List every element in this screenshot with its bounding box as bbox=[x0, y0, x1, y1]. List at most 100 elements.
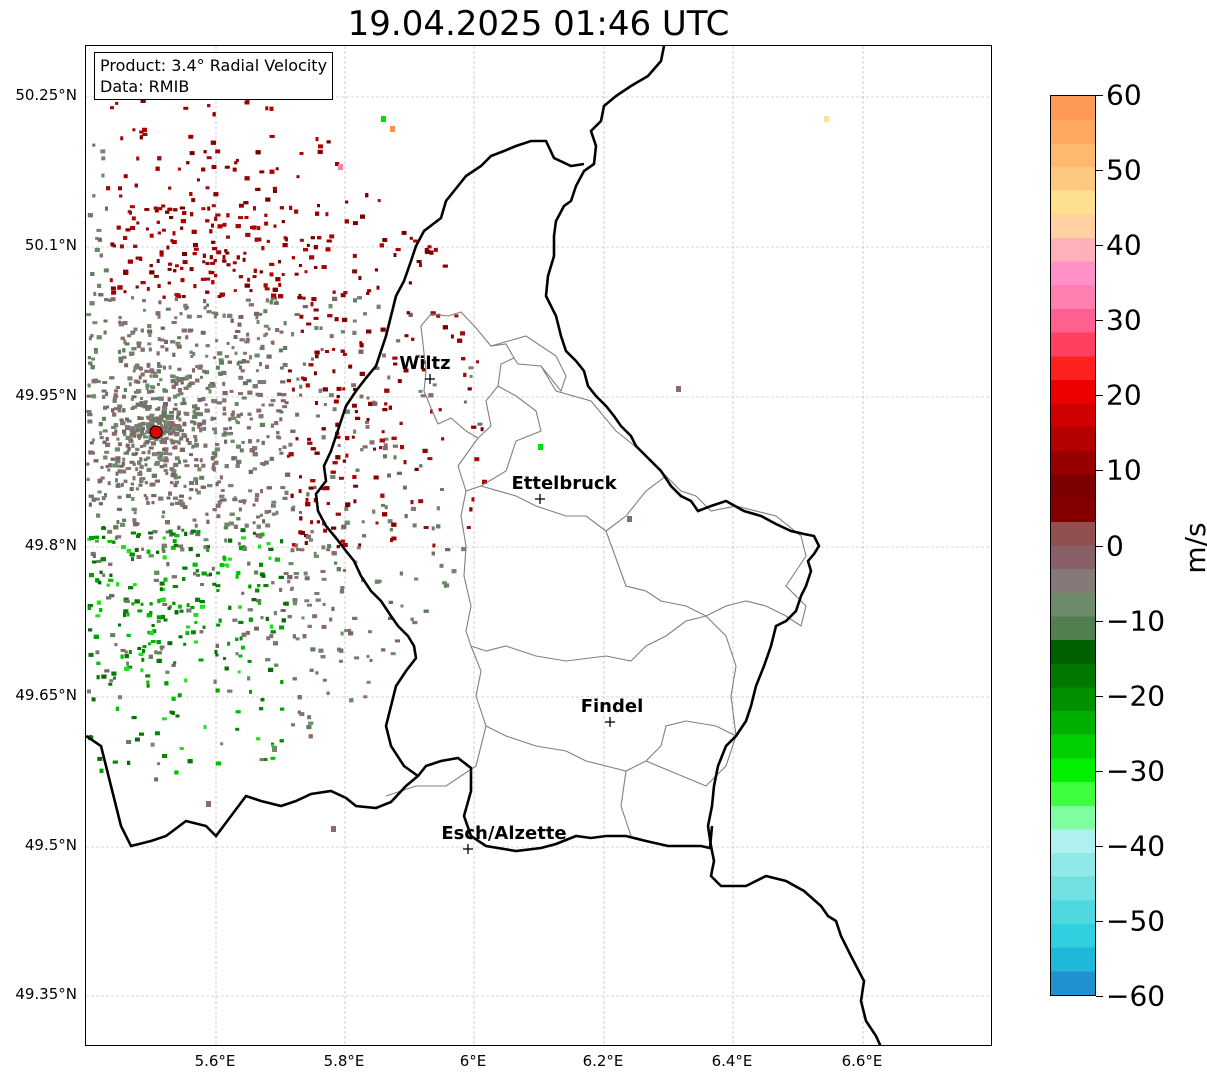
radar-echo-pixel bbox=[167, 606, 171, 610]
radar-echo-pixel bbox=[198, 364, 203, 368]
radar-echo-pixel bbox=[101, 674, 107, 679]
radar-echo-pixel bbox=[352, 475, 357, 479]
radar-echo-pixel bbox=[240, 369, 245, 373]
radar-echo-pixel bbox=[121, 469, 127, 474]
radar-echo-pixel bbox=[99, 253, 103, 258]
radar-echo-pixel bbox=[147, 425, 153, 430]
radar-echo-pixel bbox=[226, 235, 230, 239]
radar-echo-pixel bbox=[214, 274, 218, 278]
radar-echo-pixel bbox=[173, 462, 179, 467]
radar-echo-pixel bbox=[120, 648, 126, 652]
radar-echo-pixel bbox=[192, 562, 198, 567]
radar-echo-pixel bbox=[461, 357, 466, 361]
radar-map[interactable]: Wiltz Ettelbruck Findel Esch/Alzette bbox=[85, 45, 992, 1046]
velocity-colorbar bbox=[1050, 95, 1096, 996]
radar-echo-pixel bbox=[310, 447, 316, 451]
radar-echo-pixel bbox=[297, 695, 302, 700]
radar-echo-pixel bbox=[206, 548, 210, 552]
radar-echo-pixel bbox=[86, 462, 90, 466]
radar-echo-pixel bbox=[195, 480, 199, 485]
radar-echo-pixel bbox=[302, 296, 306, 300]
radar-echo-pixel bbox=[170, 441, 175, 445]
radar-echo-pixel bbox=[97, 490, 102, 494]
radar-echo-pixel bbox=[302, 634, 307, 639]
radar-echo-pixel bbox=[274, 663, 279, 667]
radar-echo-pixel bbox=[226, 564, 230, 568]
radar-echo-pixel bbox=[356, 546, 361, 550]
radar-echo-pixel bbox=[203, 538, 209, 542]
radar-echo-pixel bbox=[195, 343, 199, 347]
radar-echo-pixel bbox=[181, 295, 186, 298]
radar-echo-pixel bbox=[116, 437, 120, 441]
radar-echo-pixel bbox=[399, 421, 403, 425]
radar-echo-pixel bbox=[140, 397, 143, 400]
radar-echo-pixel bbox=[158, 300, 162, 305]
radar-echo-pixel bbox=[227, 313, 233, 318]
radar-echo-pixel bbox=[139, 401, 144, 406]
radar-echo-pixel bbox=[265, 106, 269, 111]
radar-echo-pixel bbox=[123, 236, 128, 240]
radar-echo-pixel bbox=[162, 425, 168, 429]
radar-echo-pixel bbox=[241, 441, 245, 444]
radar-echo-pixel bbox=[194, 407, 200, 411]
radar-echo-pixel bbox=[156, 651, 162, 655]
radar-echo-pixel bbox=[253, 268, 257, 273]
radar-echo-pixel bbox=[231, 416, 237, 420]
radar-echo-pixel bbox=[227, 360, 232, 364]
radar-echo-pixel bbox=[177, 388, 182, 392]
radar-echo-pixel bbox=[211, 204, 216, 208]
radar-echo-pixel bbox=[146, 467, 152, 472]
radar-echo-pixel bbox=[304, 270, 308, 274]
radar-echo-pixel bbox=[182, 505, 188, 510]
radar-echo-pixel bbox=[327, 544, 332, 549]
radar-echo-pixel bbox=[228, 605, 232, 610]
radar-echo-pixel bbox=[268, 667, 274, 672]
radar-echo-pixel bbox=[229, 426, 232, 430]
radar-echo-pixel bbox=[218, 358, 224, 362]
radar-echo-pixel bbox=[212, 582, 217, 586]
radar-echo-pixel bbox=[199, 429, 203, 433]
radar-echo-pixel bbox=[140, 445, 144, 448]
radar-echo-pixel bbox=[159, 587, 163, 592]
radar-echo-pixel bbox=[334, 317, 339, 322]
radar-echo-pixel bbox=[252, 531, 256, 535]
radar-echo-pixel bbox=[217, 224, 223, 229]
radar-echo-pixel bbox=[353, 499, 357, 504]
radar-echo-pixel bbox=[254, 353, 260, 358]
radar-echo-pixel bbox=[433, 247, 438, 252]
radar-echo-pixel bbox=[171, 384, 176, 389]
radar-echo-pixel bbox=[163, 618, 168, 622]
radar-echo-pixel bbox=[275, 277, 281, 282]
radar-echo-pixel bbox=[149, 264, 153, 268]
radar-echo-pixel bbox=[128, 650, 132, 654]
radar-echo-pixel bbox=[164, 421, 170, 425]
radar-echo-pixel bbox=[162, 429, 167, 434]
radar-echo-pixel bbox=[235, 158, 239, 162]
radar-echo-pixel bbox=[192, 518, 197, 522]
radar-echo-pixel bbox=[235, 637, 239, 641]
radar-echo-pixel bbox=[194, 404, 198, 408]
radar-echo-pixel bbox=[267, 327, 271, 331]
radar-echo-pixel bbox=[249, 355, 252, 360]
radar-echo-pixel bbox=[120, 136, 124, 141]
radar-echo-pixel bbox=[127, 259, 133, 264]
radar-echo-pixel bbox=[249, 289, 253, 293]
radar-echo-pixel bbox=[246, 379, 252, 383]
radar-echo-pixel bbox=[315, 211, 320, 216]
radar-echo-pixel bbox=[476, 360, 479, 364]
radar-echo-pixel bbox=[372, 401, 378, 406]
radar-echo-pixel bbox=[175, 341, 181, 346]
radar-echo-pixel bbox=[225, 251, 230, 255]
radar-echo-pixel bbox=[298, 489, 302, 494]
radar-echo-pixel bbox=[137, 460, 142, 465]
radar-echo-pixel bbox=[190, 381, 195, 385]
radar-echo-pixel bbox=[177, 440, 181, 445]
radar-echo-pixel bbox=[335, 455, 341, 460]
radar-echo-pixel bbox=[260, 532, 265, 537]
radar-echo-pixel bbox=[274, 421, 279, 425]
radar-echo-pixel bbox=[162, 549, 166, 553]
radar-echo-pixel bbox=[244, 100, 250, 105]
radar-echo-pixel bbox=[91, 697, 96, 702]
radar-echo-pixel bbox=[374, 366, 380, 370]
lon-label: 5.8°E bbox=[323, 1052, 365, 1070]
